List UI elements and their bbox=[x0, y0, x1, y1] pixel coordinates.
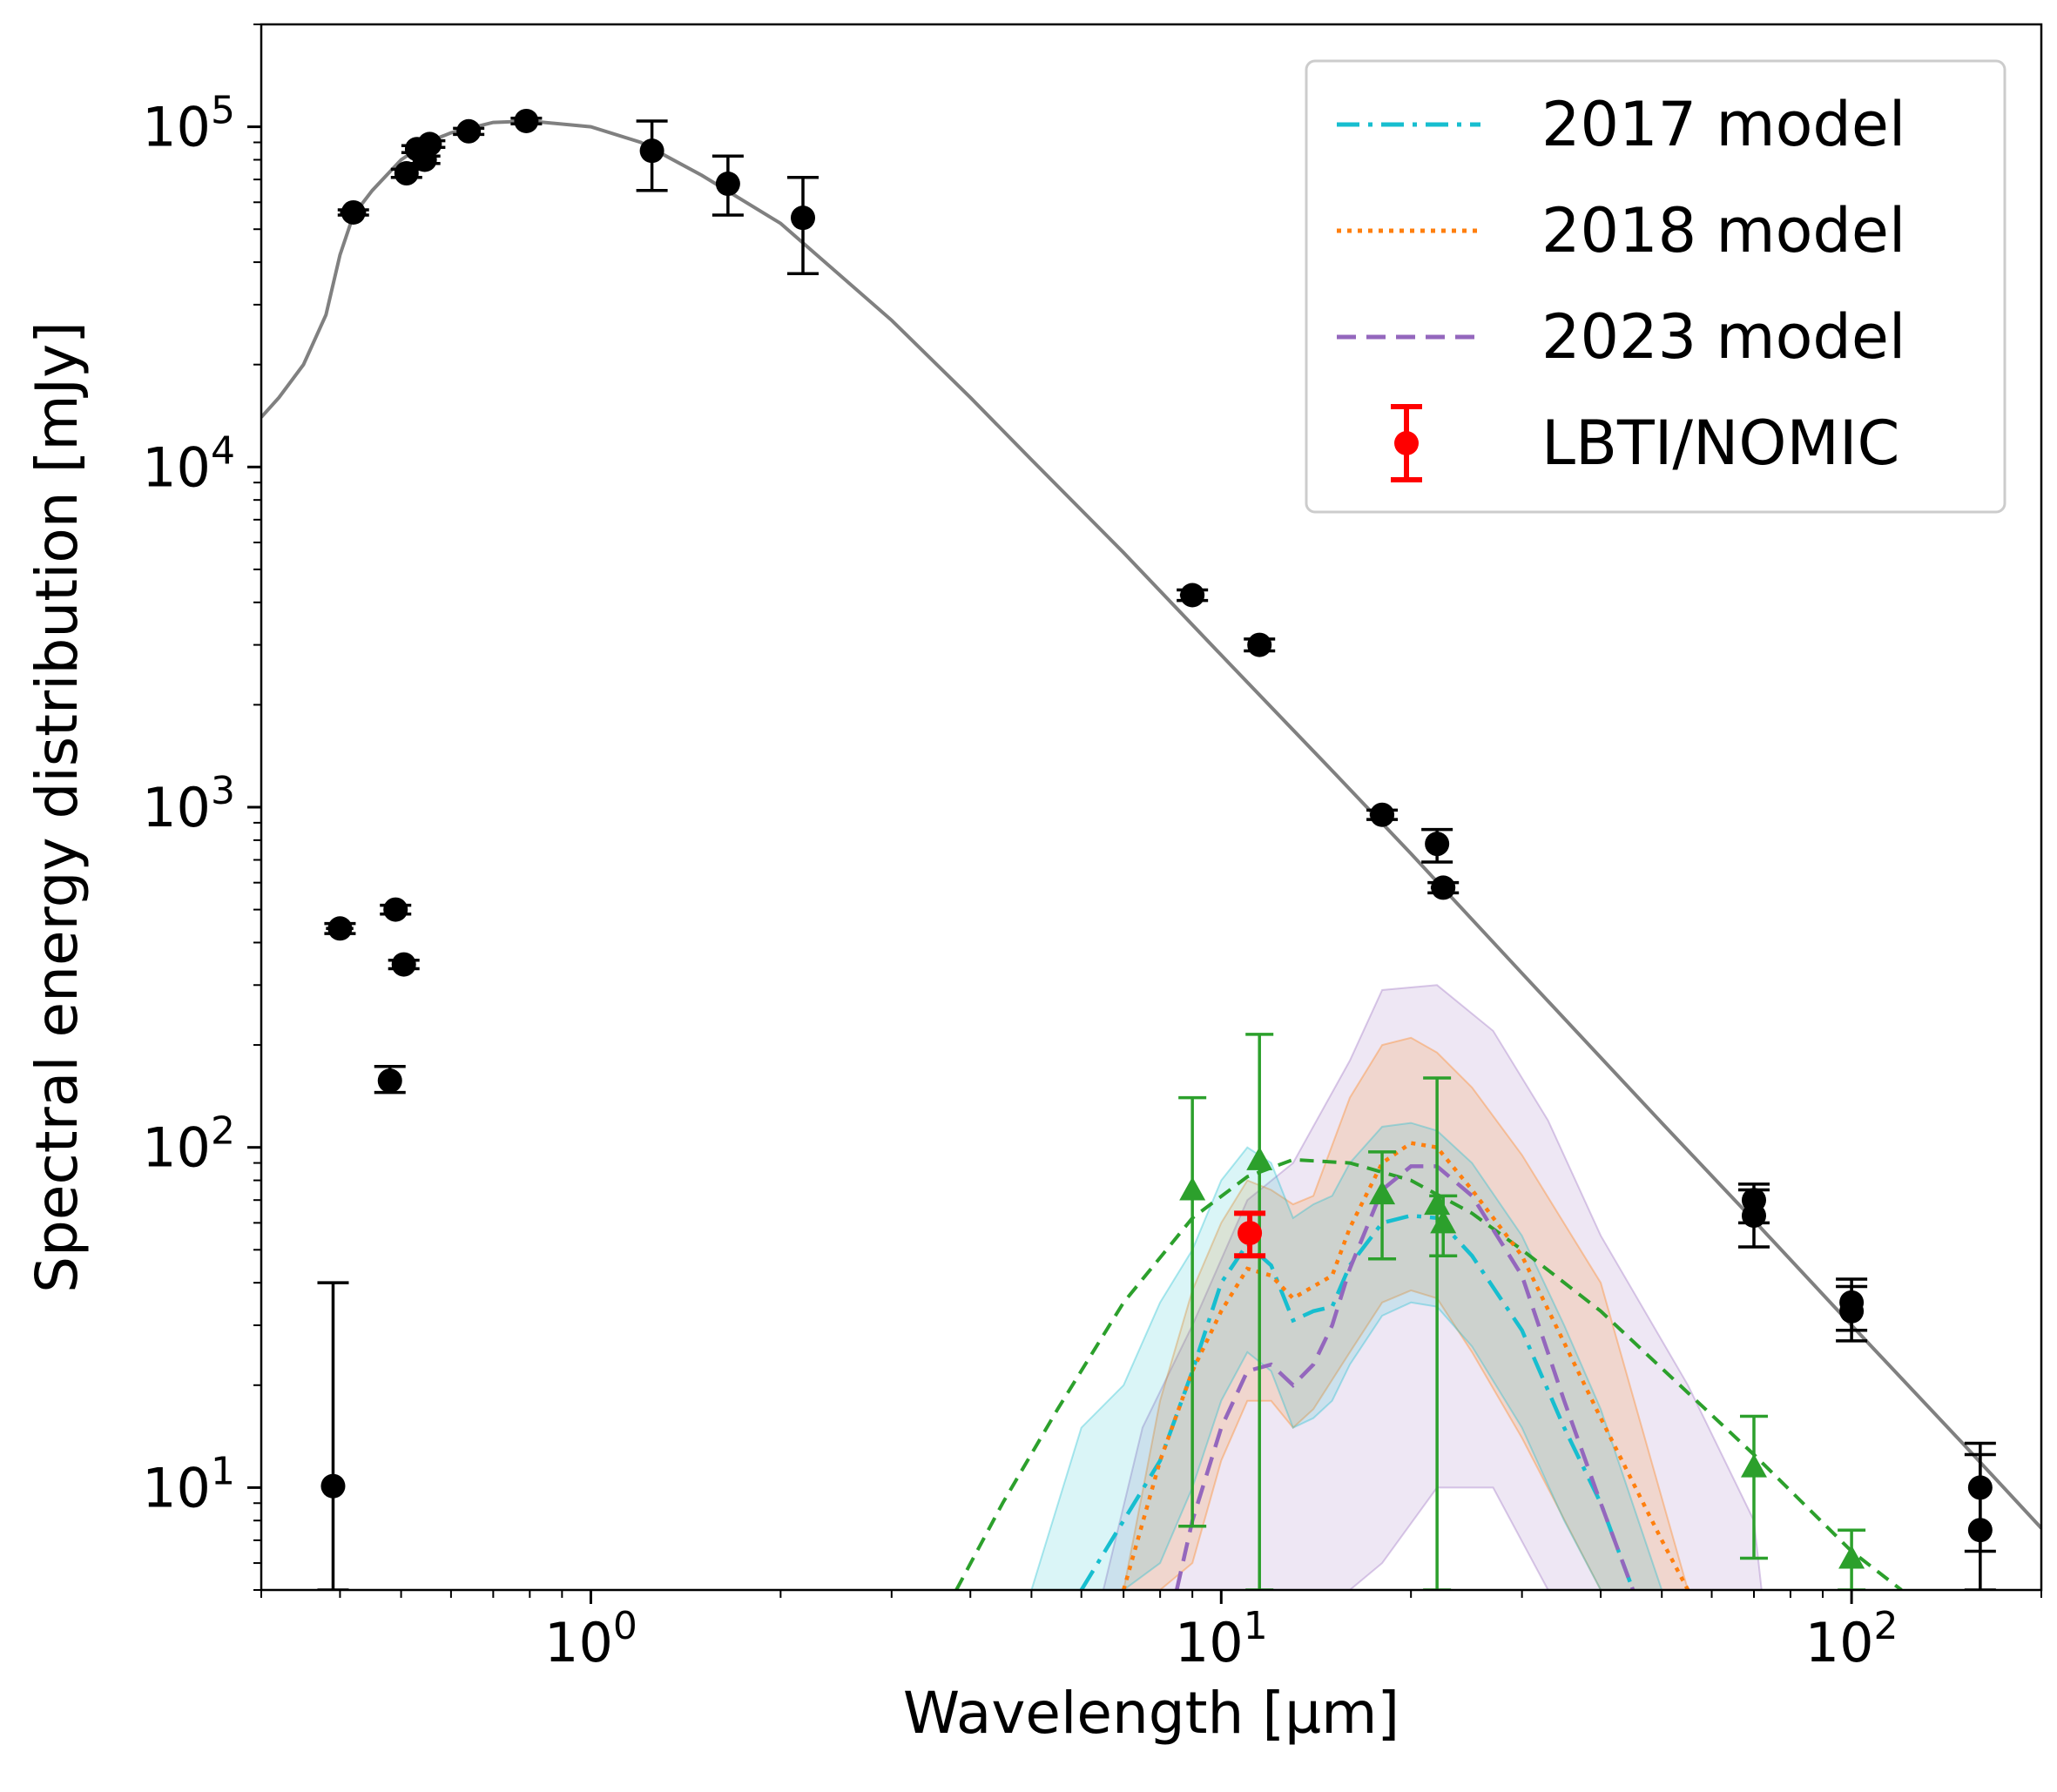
y-tick-label-3: 104 bbox=[142, 428, 235, 499]
y-tick-label-2: 103 bbox=[142, 769, 235, 839]
blackbody-fit-line bbox=[954, 1157, 1903, 1590]
photometry-point-1 bbox=[394, 161, 419, 186]
uncertainty-band-2 bbox=[1030, 1122, 1663, 1590]
photometry-point-11 bbox=[1247, 632, 1272, 657]
photometry-point-8 bbox=[715, 172, 740, 197]
excess-point-1 bbox=[1246, 1146, 1273, 1170]
model-lines bbox=[261, 118, 2041, 1590]
y-axis-label: Spectral energy distribution [mJy] bbox=[24, 321, 91, 1293]
photometry-point-15 bbox=[327, 916, 353, 941]
photometry-point-19 bbox=[320, 1473, 346, 1499]
legend-marker-dot bbox=[1394, 431, 1419, 455]
photometry-point-17 bbox=[391, 952, 416, 977]
x-tick-label-2: 102 bbox=[1805, 1604, 1899, 1674]
photometry-point-7 bbox=[639, 138, 664, 164]
legend-label-3: LBTI/NOMIC bbox=[1541, 408, 1899, 479]
photometry-point-13 bbox=[1425, 832, 1450, 857]
axes: 100 101 102 101 102 103 104 105 bbox=[142, 24, 2042, 1674]
legend-label-1: 2018 model bbox=[1541, 195, 1905, 266]
photometry-point-18 bbox=[377, 1068, 402, 1094]
legend-label-2: 2023 model bbox=[1541, 301, 1905, 373]
legend-box bbox=[1305, 59, 2006, 514]
uncertainty-band-1 bbox=[1123, 1036, 1689, 1590]
photometry-point-5 bbox=[456, 118, 482, 144]
model-line-1 bbox=[1122, 1141, 1690, 1590]
photometry-point-23 bbox=[1839, 1298, 1865, 1324]
model-line-2 bbox=[1175, 1164, 1635, 1590]
y-tick-label-0: 101 bbox=[142, 1449, 235, 1519]
photometry-point-12 bbox=[1370, 802, 1395, 827]
y-tick-label-1: 102 bbox=[142, 1109, 235, 1180]
x-tick-label-1: 101 bbox=[1175, 1604, 1268, 1674]
photometry-point-14 bbox=[1431, 875, 1456, 900]
model-uncertainty-bands bbox=[1030, 984, 1763, 1590]
data-points bbox=[317, 108, 1996, 1590]
nomic-point bbox=[1238, 1221, 1263, 1246]
x-axis-label: Wavelength [µm] bbox=[903, 1680, 1399, 1747]
excess-point-2 bbox=[1369, 1181, 1396, 1205]
legend-label-0: 2017 model bbox=[1541, 89, 1905, 160]
photometry-point-25 bbox=[1967, 1518, 1993, 1543]
model-line-0 bbox=[1079, 1213, 1635, 1590]
y-tick-label-4: 105 bbox=[142, 89, 235, 159]
photometry-point-6 bbox=[514, 108, 539, 133]
excess-point-5 bbox=[1740, 1453, 1767, 1478]
excess-point-0 bbox=[1179, 1176, 1206, 1201]
photometry-point-16 bbox=[383, 897, 408, 922]
photometry-point-4 bbox=[417, 131, 442, 157]
legend: 2017 model 2018 model 2023 model LBTI/NOMIC bbox=[1305, 59, 2006, 514]
photometry-point-10 bbox=[1180, 583, 1205, 608]
photometry-point-21 bbox=[1741, 1203, 1766, 1229]
excess-point-4 bbox=[1430, 1209, 1457, 1234]
photometry-point-9 bbox=[791, 205, 816, 231]
x-tick-label-0: 100 bbox=[544, 1604, 637, 1674]
photometry-point-0 bbox=[341, 199, 366, 225]
photosphere-line bbox=[261, 118, 2041, 1530]
excess-point-6 bbox=[1838, 1545, 1865, 1569]
uncertainty-band-0 bbox=[1102, 984, 1763, 1590]
